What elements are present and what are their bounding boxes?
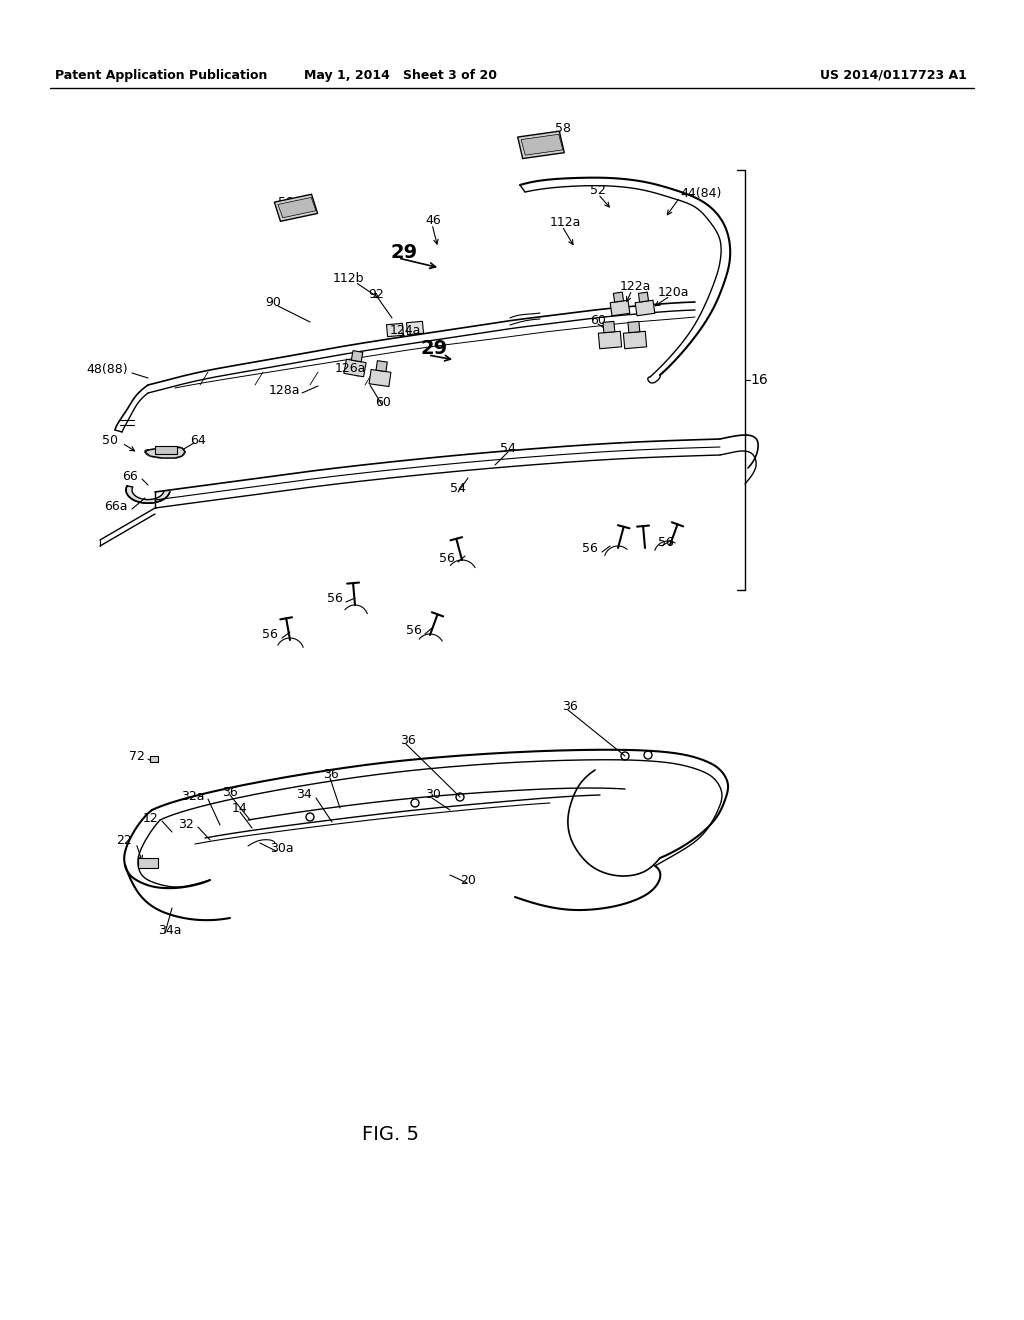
Text: 36: 36 [400, 734, 416, 747]
Bar [150, 756, 158, 762]
Text: 54: 54 [450, 482, 466, 495]
Text: 54: 54 [500, 441, 516, 454]
Text: 60: 60 [375, 396, 391, 408]
Text: 112b: 112b [333, 272, 365, 285]
Text: 20: 20 [460, 874, 476, 887]
Text: 56: 56 [327, 591, 343, 605]
Text: 128a: 128a [268, 384, 300, 396]
Text: May 1, 2014   Sheet 3 of 20: May 1, 2014 Sheet 3 of 20 [303, 69, 497, 82]
Text: 30a: 30a [270, 842, 294, 854]
Text: 124a: 124a [390, 323, 421, 337]
Text: 36: 36 [562, 700, 578, 713]
Text: 30: 30 [425, 788, 441, 801]
Polygon shape [126, 486, 170, 503]
Text: 64: 64 [190, 433, 206, 446]
Polygon shape [351, 351, 362, 362]
Polygon shape [386, 323, 403, 337]
Text: 16: 16 [750, 374, 768, 387]
Text: US 2014/0117723 A1: US 2014/0117723 A1 [820, 69, 967, 82]
Text: 60: 60 [590, 314, 606, 326]
Text: 34: 34 [296, 788, 312, 801]
Text: 112a: 112a [550, 215, 582, 228]
Polygon shape [598, 331, 622, 348]
Text: 56: 56 [582, 541, 598, 554]
Polygon shape [628, 321, 640, 333]
Text: 29: 29 [390, 243, 417, 261]
Text: 66: 66 [122, 470, 138, 483]
Text: 56: 56 [262, 628, 278, 642]
Text: 36: 36 [323, 768, 339, 781]
Text: 14: 14 [232, 801, 248, 814]
Text: 44(84): 44(84) [680, 186, 721, 199]
Polygon shape [369, 370, 391, 387]
Bar [138, 858, 158, 869]
Text: 56: 56 [407, 623, 422, 636]
Text: 32a: 32a [181, 789, 205, 803]
Text: 50: 50 [102, 433, 118, 446]
Text: 32: 32 [178, 817, 194, 830]
Polygon shape [518, 131, 564, 158]
Text: 12: 12 [142, 812, 158, 825]
Text: 66a: 66a [104, 499, 128, 512]
Polygon shape [624, 331, 646, 348]
Text: 48(88): 48(88) [86, 363, 128, 376]
Polygon shape [145, 447, 185, 458]
Bar [155, 446, 177, 454]
Polygon shape [278, 198, 316, 218]
Text: 58: 58 [555, 121, 571, 135]
Text: 22: 22 [117, 833, 132, 846]
Text: 120a: 120a [658, 285, 689, 298]
Polygon shape [407, 321, 424, 335]
Text: 58: 58 [278, 195, 294, 209]
Text: 36: 36 [222, 785, 238, 799]
Polygon shape [638, 292, 648, 302]
Text: 34a: 34a [158, 924, 181, 936]
Text: 52: 52 [590, 183, 606, 197]
Text: 92: 92 [368, 288, 384, 301]
Text: 46: 46 [425, 214, 440, 227]
Text: 90: 90 [265, 296, 281, 309]
Text: 56: 56 [439, 552, 455, 565]
Text: 56: 56 [658, 536, 674, 549]
Polygon shape [274, 194, 317, 222]
Text: 72: 72 [129, 750, 145, 763]
Polygon shape [635, 300, 654, 315]
Polygon shape [344, 359, 367, 376]
Polygon shape [610, 300, 630, 315]
Polygon shape [376, 360, 387, 371]
Text: FIG. 5: FIG. 5 [361, 1126, 419, 1144]
Text: 29: 29 [420, 338, 447, 358]
Polygon shape [521, 135, 563, 156]
Text: 122a: 122a [620, 280, 651, 293]
Text: 126a: 126a [335, 362, 367, 375]
Polygon shape [603, 321, 614, 333]
Polygon shape [613, 292, 624, 302]
Text: Patent Application Publication: Patent Application Publication [55, 69, 267, 82]
